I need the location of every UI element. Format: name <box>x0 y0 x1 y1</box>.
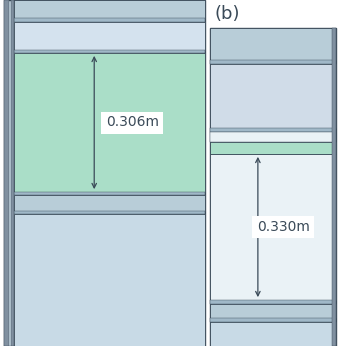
Bar <box>14 18 205 22</box>
Bar <box>4 0 205 346</box>
Bar <box>210 28 336 346</box>
Bar <box>210 318 336 322</box>
Bar <box>210 154 336 300</box>
Bar <box>11 0 14 346</box>
Bar <box>14 53 205 192</box>
Bar <box>14 192 205 195</box>
Bar <box>210 132 336 142</box>
Bar <box>14 214 205 346</box>
Bar <box>210 300 336 304</box>
Bar <box>4 0 9 346</box>
Bar <box>14 0 205 18</box>
Bar <box>14 50 205 53</box>
Bar <box>210 64 336 128</box>
Bar <box>210 128 336 132</box>
Bar <box>210 322 336 346</box>
Bar <box>210 304 336 318</box>
Bar <box>207 0 346 28</box>
Bar <box>14 195 205 211</box>
Bar <box>252 216 314 238</box>
Bar <box>210 60 336 64</box>
Bar <box>14 211 205 214</box>
Bar <box>210 28 336 60</box>
Bar <box>210 142 336 154</box>
Bar <box>332 28 336 346</box>
Bar <box>101 111 163 134</box>
Text: 0.306m: 0.306m <box>106 116 159 129</box>
Bar <box>14 22 205 50</box>
Text: 0.330m: 0.330m <box>257 220 310 234</box>
Text: (b): (b) <box>215 5 240 23</box>
